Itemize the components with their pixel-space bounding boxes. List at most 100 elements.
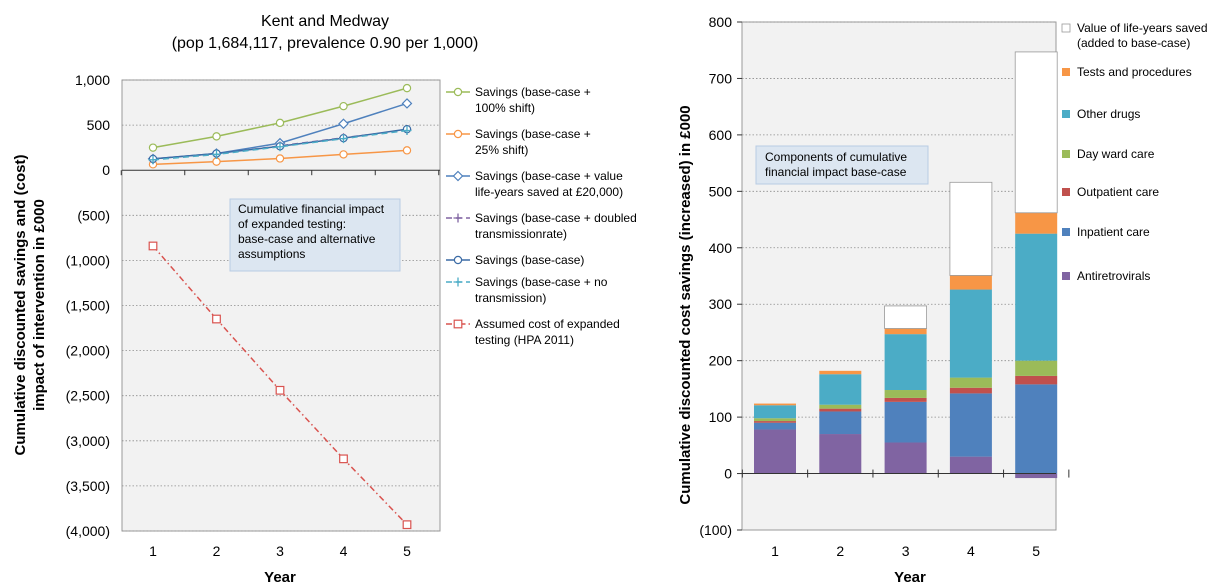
left-data-point [401,98,413,109]
left-data-point [212,132,221,141]
right-y-tick-label: 600 [709,127,733,143]
right-bar-segment [949,377,992,388]
right-annotation-line: Components of cumulative [765,150,907,164]
right-legend-label: Inpatient care [1077,225,1150,239]
right-bar-segment [949,456,992,474]
left-y-axis-label-line2: impact of intervention in £000 [31,199,48,411]
left-data-point [275,154,285,163]
right-bar-segment [949,289,992,378]
right-y-tick-label: 0 [724,466,732,482]
right-y-tick-label: 400 [709,240,733,256]
right-bar-segment [884,390,927,398]
right-bar-segment [884,397,927,402]
left-y-tick-labels: 1,000 500 0 (500) (1,000) (1,500) (2,000) (2,50… [66,72,111,539]
right-x-tick-label: 1 [771,543,779,559]
right-annotation-background [755,145,929,185]
left-legend-swatch-marker [453,129,463,139]
left-y-tick-label: (3,000) [66,433,110,449]
right-bar-segment [1015,360,1058,376]
right-bar-segment [884,328,927,335]
left-legend-swatch-marker [453,87,463,97]
right-bar-segment [884,401,927,443]
left-legend-swatch-marker [453,319,463,329]
right-legend-label: Day ward care [1077,147,1155,161]
left-data-point [275,118,285,128]
left-legend-label: 25% shift) [475,143,528,157]
right-bar-segment [754,422,796,430]
left-x-tick-label: 1 [149,543,157,559]
right-legend-swatch [1062,150,1070,158]
right-bars-group [754,51,1058,479]
left-legend-label: Savings (base-case) [475,253,584,267]
left-x-axis [120,169,440,176]
right-bar-segment [819,411,862,435]
left-y-tick-label: 0 [102,162,110,178]
left-data-point [212,314,221,324]
left-x-tick-label: 2 [213,543,221,559]
left-annotation-line: base-case and alternative [238,232,376,246]
right-bar-segment [754,421,796,423]
right-legend-label: (added to base-case) [1077,36,1190,50]
right-x-axis-label: Year [894,569,926,586]
left-legend-label: transmission) [475,291,546,305]
left-legend-label: testing (HPA 2011) [475,333,574,347]
right-y-tick-label: 300 [709,296,733,312]
right-x-tick-label: 2 [836,543,844,559]
right-bar-segment [949,275,992,290]
right-bar-segment [884,305,927,329]
left-chart-title: Kent and Medway [261,13,389,30]
right-bar-segment [1015,233,1058,361]
left-legend-swatch-marker [452,170,464,182]
left-y-tick-label: (1,500) [66,298,110,314]
left-legend-label: Savings (base-case + [475,85,591,99]
right-bar-segment [819,404,862,409]
left-chart-subtitle: (pop 1,684,117, prevalence 0.90 per 1,00… [172,35,479,52]
right-legend-swatch [1062,188,1070,196]
left-data-point [402,83,412,93]
right-bar-segment [819,408,862,412]
right-bar-segment [754,403,796,406]
left-y-axis-label-line1: Cumulative discounted savings and (cost) [12,155,29,456]
left-y-tick-label: (2,500) [66,388,110,404]
right-bar-segment [1015,384,1058,474]
left-data-point [212,157,221,166]
left-data-point [275,385,285,395]
left-x-tick-label: 3 [276,543,284,559]
left-annotation-background [229,198,401,272]
left-data-point [402,126,412,136]
right-x-tick-labels: 1 2 3 4 5 [771,543,1040,559]
right-bar-segment [1015,375,1058,385]
right-legend-label: Value of life-years saved [1077,21,1208,35]
right-bar-segment [819,370,862,375]
right-legend-label: Antiretrovirals [1077,269,1150,283]
right-y-axis-label: Cumulative discounted cost savings (incr… [677,105,694,504]
left-legend-label: transmissionrate) [475,227,567,241]
right-bar-segment [884,334,927,391]
right-bar-segment [949,393,992,457]
right-y-tick-labels: 800 700 600 500 400 300 200 100 0 (100) [699,14,742,538]
right-legend-swatch [1062,110,1070,118]
left-data-point [338,118,349,130]
right-legend-label: Tests and procedures [1077,65,1192,79]
left-data-point [148,241,158,251]
left-data-point [339,101,348,111]
right-legend-label: Outpatient care [1077,185,1159,199]
left-legend-label: Savings (base-case + no [475,275,608,289]
right-x-tick-label: 3 [902,543,910,559]
left-data-point [339,150,348,159]
right-legend-swatch [1062,272,1070,280]
left-legend-label: Savings (base-case + [475,127,591,141]
right-bar-segment [1014,51,1058,214]
left-y-tick-label: (500) [77,207,110,223]
right-bar-segment [819,374,862,405]
right-bar-segment [1015,212,1058,234]
right-bar-segment [754,405,796,419]
right-y-tick-label: 800 [709,14,733,30]
left-y-tick-label: 1,000 [75,72,110,88]
left-series-line [152,129,408,161]
right-bar-segment [884,442,927,474]
right-bar-segment [754,429,796,474]
left-data-point [148,155,158,165]
right-annotation-box: Components of cumulative financial impac… [755,145,929,185]
left-legend-label: life-years saved at £20,000) [475,185,623,199]
